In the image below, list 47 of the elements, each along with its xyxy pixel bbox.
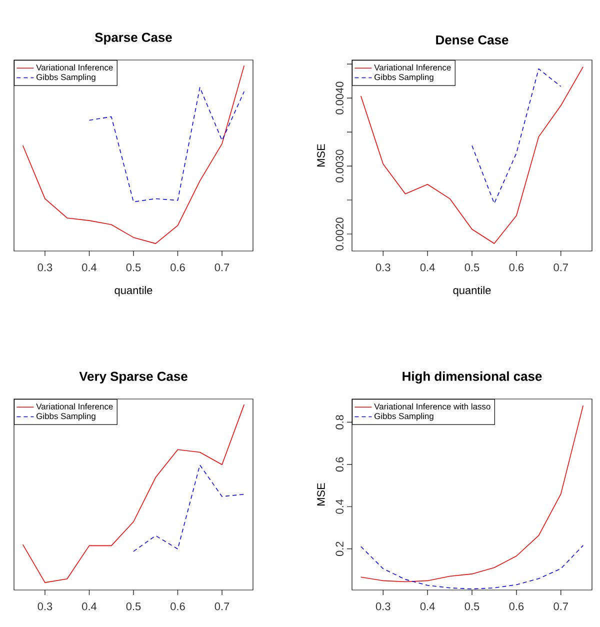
y-axis-title: MSE	[317, 483, 325, 506]
y-tick-label: 0.0020	[336, 218, 344, 250]
x-tick-label: 0.4	[420, 264, 435, 272]
x-tick-label: 0.5	[464, 602, 480, 610]
y-tick-label: 0.6	[336, 457, 344, 472]
x-tick-label: 0.5	[126, 264, 141, 272]
x-tick-label: 0.7	[554, 602, 568, 610]
legend-label: Gibbs Sampling	[36, 412, 96, 421]
x-tick-label: 0.6	[509, 264, 524, 272]
x-axis-title: quantile	[453, 286, 491, 296]
line-series	[472, 68, 562, 204]
x-tick-label: 0.6	[509, 602, 524, 610]
legend-label: Variational Inference with lasso	[374, 403, 490, 410]
legend-label: Variational Inference	[36, 64, 113, 70]
x-tick-label: 0.4	[82, 264, 97, 272]
y-tick-label: 0.4	[336, 499, 344, 514]
x-tick-label: 0.5	[464, 264, 480, 272]
legend-label: Gibbs Sampling	[374, 74, 434, 82]
legend-label: Gibbs Sampling	[374, 412, 434, 421]
x-tick-label: 0.3	[38, 602, 52, 610]
y-tick-label: 0.0040	[336, 82, 344, 114]
chart-title: Very Sparse Case	[79, 372, 188, 384]
x-tick-label: 0.5	[126, 602, 141, 610]
x-tick-label: 0.3	[376, 602, 390, 610]
x-tick-label: 0.6	[170, 602, 185, 610]
chart-title: High dimensional case	[402, 371, 542, 384]
x-tick-label: 0.7	[214, 602, 230, 610]
y-tick-label: 0.0030	[336, 150, 344, 182]
x-axis-title: quantile	[114, 286, 152, 296]
chart-title: Dense Case	[436, 35, 508, 44]
x-tick-label: 0.3	[38, 264, 52, 272]
line-series	[360, 66, 584, 244]
legend-label: Variational Inference	[36, 403, 113, 410]
x-tick-label: 0.7	[554, 264, 568, 272]
x-tick-label: 0.4	[420, 602, 435, 610]
legend-label: Variational Inference	[374, 64, 451, 70]
x-tick-label: 0.7	[214, 264, 230, 272]
line-series	[360, 405, 584, 582]
x-tick-label: 0.3	[376, 264, 390, 272]
legend-label: Gibbs Sampling	[36, 74, 96, 82]
y-tick-label: 0.2	[336, 542, 344, 556]
chart-title: Sparse Case	[94, 32, 172, 44]
y-tick-label: 0.8	[336, 415, 344, 430]
x-tick-label: 0.6	[170, 264, 185, 272]
line-series	[360, 545, 584, 590]
x-tick-label: 0.4	[82, 602, 97, 610]
y-axis-title: MSE	[317, 144, 325, 166]
